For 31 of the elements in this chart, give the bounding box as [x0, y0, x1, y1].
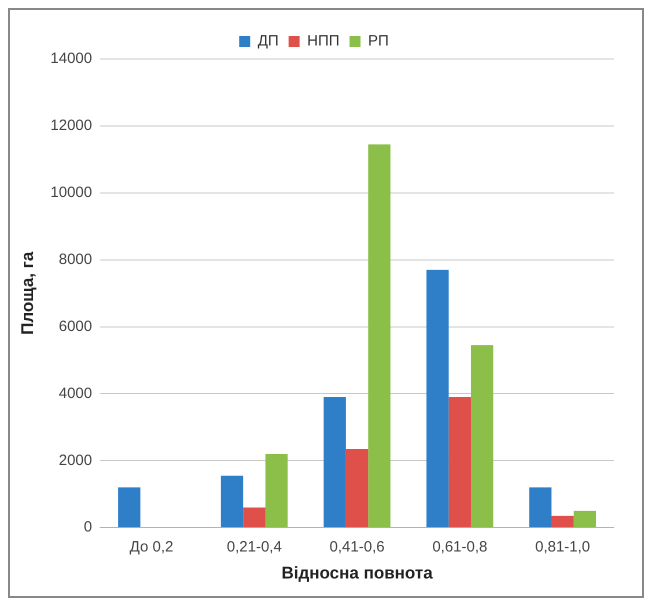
y-tick-label: 10000: [50, 184, 92, 202]
bar: [448, 397, 471, 528]
legend-label: РП: [368, 32, 389, 50]
bar: [551, 516, 574, 528]
y-tick-label: 6000: [58, 318, 92, 335]
bar: [118, 487, 140, 528]
bar: [243, 508, 266, 528]
bar: [574, 510, 596, 528]
legend-label: НПП: [307, 32, 340, 50]
bar: [529, 487, 552, 528]
y-tick-label: 8000: [58, 250, 92, 268]
legend-label: ДП: [258, 32, 279, 50]
y-tick-label: 2000: [58, 452, 92, 469]
y-tick-label: 14000: [50, 50, 92, 68]
y-tick-label: 0: [84, 518, 92, 536]
bar: [265, 454, 288, 528]
y-tick-label: 4000: [58, 384, 92, 402]
bar: [346, 448, 368, 528]
y-tick-label: 12000: [50, 117, 92, 134]
x-tick-label: 0,41-0,6: [330, 538, 385, 556]
bar: [470, 345, 494, 528]
x-tick-label: До 0,2: [130, 538, 174, 556]
bar: [220, 476, 244, 528]
x-tick-label: 0,81-1,0: [535, 538, 590, 556]
x-axis-title: Відносна повнота: [281, 563, 434, 582]
bar: [368, 144, 390, 528]
x-tick-label: 0,21-0,4: [226, 538, 282, 556]
bar: [324, 397, 346, 528]
x-tick-label: 0,61-0,8: [432, 538, 488, 556]
y-axis-title: Площа, га: [18, 251, 37, 335]
bar: [426, 270, 449, 528]
